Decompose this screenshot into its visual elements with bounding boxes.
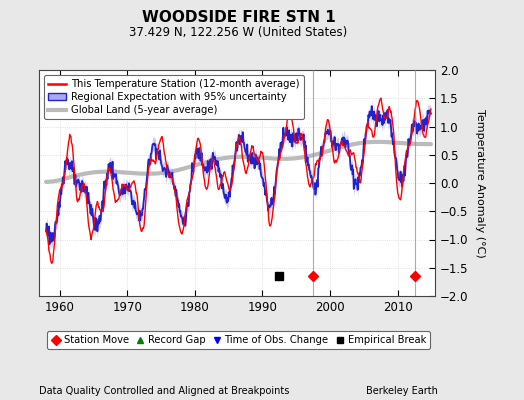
Text: WOODSIDE FIRE STN 1: WOODSIDE FIRE STN 1	[141, 10, 335, 25]
Y-axis label: Temperature Anomaly (°C): Temperature Anomaly (°C)	[475, 109, 485, 257]
Legend: This Temperature Station (12-month average), Regional Expectation with 95% uncer: This Temperature Station (12-month avera…	[45, 75, 304, 119]
Text: 37.429 N, 122.256 W (United States): 37.429 N, 122.256 W (United States)	[129, 26, 347, 39]
Text: Berkeley Earth: Berkeley Earth	[366, 386, 438, 396]
Legend: Station Move, Record Gap, Time of Obs. Change, Empirical Break: Station Move, Record Gap, Time of Obs. C…	[47, 331, 430, 349]
Text: Data Quality Controlled and Aligned at Breakpoints: Data Quality Controlled and Aligned at B…	[39, 386, 290, 396]
